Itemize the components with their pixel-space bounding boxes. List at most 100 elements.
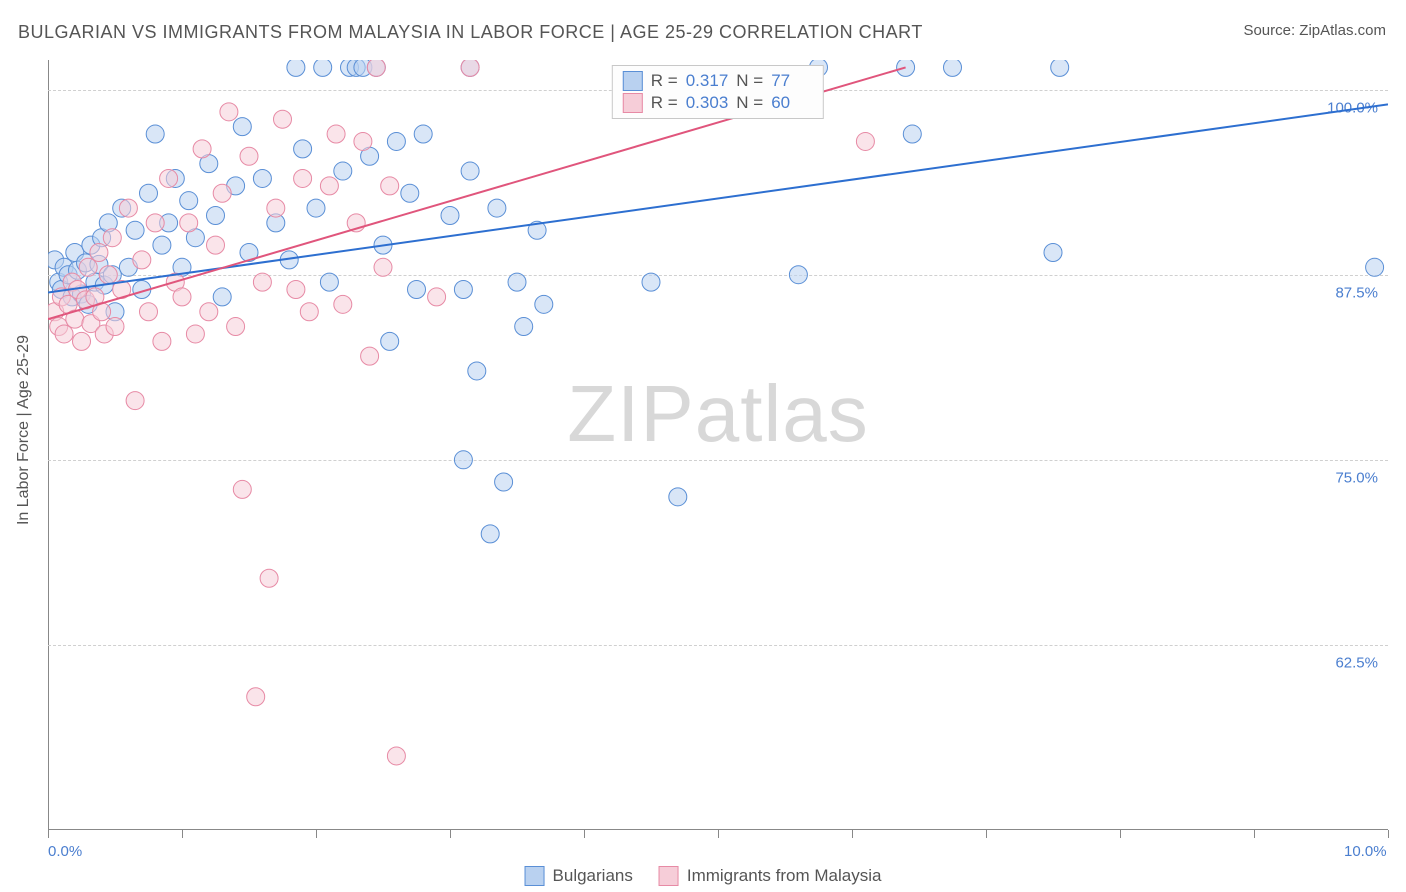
- x-tick: [1388, 830, 1389, 838]
- data-point-malaysia: [106, 318, 124, 336]
- data-point-malaysia: [327, 125, 345, 143]
- r-value-bulgarians: 0.317: [686, 71, 729, 91]
- legend-label-bulgarians: Bulgarians: [553, 866, 633, 886]
- data-point-malaysia: [73, 332, 91, 350]
- n-label: N =: [736, 93, 763, 113]
- x-tick: [316, 830, 317, 838]
- data-point-malaysia: [200, 303, 218, 321]
- x-tick: [1254, 830, 1255, 838]
- data-point-bulgarians: [454, 281, 472, 299]
- n-label: N =: [736, 71, 763, 91]
- legend-row-malaysia: R = 0.303 N = 60: [613, 92, 823, 114]
- data-point-malaysia: [287, 281, 305, 299]
- data-point-bulgarians: [669, 488, 687, 506]
- data-point-bulgarians: [1051, 60, 1069, 76]
- n-value-malaysia: 60: [771, 93, 813, 113]
- data-point-bulgarians: [401, 184, 419, 202]
- legend-series: Bulgarians Immigrants from Malaysia: [525, 866, 882, 886]
- data-point-malaysia: [461, 60, 479, 76]
- scatter-plot-svg: [48, 60, 1388, 830]
- data-point-bulgarians: [408, 281, 426, 299]
- data-point-bulgarians: [1366, 258, 1384, 276]
- data-point-bulgarians: [508, 273, 526, 291]
- x-tick: [1120, 830, 1121, 838]
- legend-swatch-icon: [525, 866, 545, 886]
- data-point-malaysia: [79, 258, 97, 276]
- data-point-malaysia: [354, 132, 372, 150]
- data-point-bulgarians: [153, 236, 171, 254]
- data-point-malaysia: [153, 332, 171, 350]
- legend-correlation-box: R = 0.317 N = 77 R = 0.303 N = 60: [612, 65, 824, 119]
- data-point-malaysia: [267, 199, 285, 217]
- data-point-malaysia: [186, 325, 204, 343]
- plot-area: ZIPatlas 62.5%75.0%87.5%100.0% 0.0%10.0%…: [48, 60, 1388, 830]
- data-point-malaysia: [320, 177, 338, 195]
- data-point-malaysia: [334, 295, 352, 313]
- data-point-bulgarians: [381, 332, 399, 350]
- data-point-bulgarians: [454, 451, 472, 469]
- data-point-bulgarians: [146, 125, 164, 143]
- data-point-bulgarians: [789, 266, 807, 284]
- data-point-bulgarians: [180, 192, 198, 210]
- x-tick-label: 10.0%: [1344, 843, 1387, 860]
- data-point-bulgarians: [126, 221, 144, 239]
- data-point-bulgarians: [903, 125, 921, 143]
- data-point-bulgarians: [1044, 244, 1062, 262]
- r-label: R =: [651, 71, 678, 91]
- source-label: Source: ZipAtlas.com: [1243, 22, 1386, 39]
- data-point-malaysia: [103, 229, 121, 247]
- r-value-malaysia: 0.303: [686, 93, 729, 113]
- data-point-malaysia: [240, 147, 258, 165]
- data-point-malaysia: [99, 266, 117, 284]
- data-point-bulgarians: [320, 273, 338, 291]
- data-point-bulgarians: [481, 525, 499, 543]
- chart-title: BULGARIAN VS IMMIGRANTS FROM MALAYSIA IN…: [18, 22, 923, 43]
- legend-item-malaysia: Immigrants from Malaysia: [659, 866, 882, 886]
- data-point-malaysia: [247, 688, 265, 706]
- x-tick: [718, 830, 719, 838]
- n-value-bulgarians: 77: [771, 71, 813, 91]
- data-point-malaysia: [119, 199, 137, 217]
- data-point-bulgarians: [213, 288, 231, 306]
- data-point-malaysia: [374, 258, 392, 276]
- data-point-malaysia: [233, 480, 251, 498]
- chart-container: BULGARIAN VS IMMIGRANTS FROM MALAYSIA IN…: [0, 0, 1406, 892]
- x-tick: [450, 830, 451, 838]
- data-point-malaysia: [260, 569, 278, 587]
- data-point-malaysia: [253, 273, 271, 291]
- data-point-malaysia: [90, 244, 108, 262]
- data-point-bulgarians: [944, 60, 962, 76]
- x-tick: [48, 830, 49, 838]
- data-point-malaysia: [207, 236, 225, 254]
- data-point-bulgarians: [461, 162, 479, 180]
- data-point-malaysia: [140, 303, 158, 321]
- data-point-malaysia: [428, 288, 446, 306]
- data-point-bulgarians: [287, 60, 305, 76]
- data-point-bulgarians: [207, 206, 225, 224]
- legend-swatch-bulgarians: [623, 71, 643, 91]
- data-point-malaysia: [160, 169, 178, 187]
- data-point-bulgarians: [387, 132, 405, 150]
- x-tick: [852, 830, 853, 838]
- data-point-bulgarians: [307, 199, 325, 217]
- data-point-bulgarians: [414, 125, 432, 143]
- data-point-malaysia: [856, 132, 874, 150]
- data-point-malaysia: [126, 392, 144, 410]
- data-point-malaysia: [300, 303, 318, 321]
- data-point-bulgarians: [495, 473, 513, 491]
- data-point-bulgarians: [642, 273, 660, 291]
- data-point-bulgarians: [468, 362, 486, 380]
- data-point-malaysia: [220, 103, 238, 121]
- data-point-malaysia: [381, 177, 399, 195]
- data-point-malaysia: [173, 288, 191, 306]
- x-tick: [986, 830, 987, 838]
- data-point-malaysia: [180, 214, 198, 232]
- data-point-bulgarians: [233, 118, 251, 136]
- data-point-bulgarians: [294, 140, 312, 158]
- legend-label-malaysia: Immigrants from Malaysia: [687, 866, 882, 886]
- data-point-malaysia: [55, 325, 73, 343]
- data-point-bulgarians: [253, 169, 271, 187]
- data-point-malaysia: [367, 60, 385, 76]
- data-point-bulgarians: [140, 184, 158, 202]
- data-point-bulgarians: [488, 199, 506, 217]
